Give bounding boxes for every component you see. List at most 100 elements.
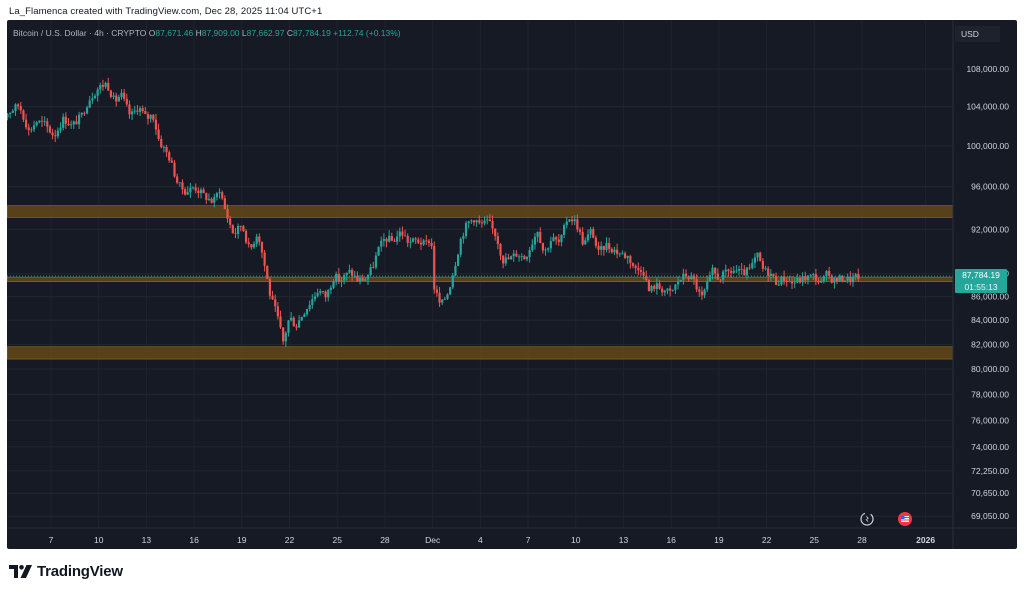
candle-body — [769, 273, 772, 276]
candle-body — [406, 236, 409, 243]
candle-body — [40, 120, 44, 122]
candle-body — [321, 291, 325, 292]
candle-body — [9, 112, 12, 114]
candle-body — [260, 241, 264, 253]
bar-countdown: 01:55:13 — [964, 282, 998, 292]
candle-body — [613, 249, 616, 253]
candle-body — [467, 221, 470, 224]
close-key: C — [286, 28, 293, 38]
candle-body — [403, 235, 407, 237]
candle-body — [817, 280, 820, 283]
candle-body — [199, 189, 203, 194]
candle-body — [687, 276, 690, 280]
candle-body — [565, 221, 568, 226]
candle-body — [809, 274, 812, 276]
candle-body — [136, 110, 139, 112]
candle-body — [7, 113, 9, 118]
candle-body — [775, 275, 778, 285]
candle-body — [88, 100, 91, 108]
candle-body — [719, 279, 722, 281]
candle-body — [602, 246, 605, 250]
candle-body — [639, 270, 643, 273]
time-tick-label: 16 — [666, 535, 676, 545]
candle-body — [732, 270, 735, 273]
candle-body — [284, 332, 287, 342]
candle-body — [703, 289, 706, 296]
price-tick-label: 104,000.00 — [966, 102, 1009, 112]
candle-body — [353, 275, 356, 277]
candle-body — [647, 279, 651, 292]
open-value: 87,671.46 — [155, 28, 194, 38]
candle-body — [364, 279, 367, 281]
candle-body — [184, 189, 187, 195]
candle-body — [804, 276, 807, 281]
candle-body — [576, 219, 579, 230]
price-tick-label: 80,000.00 — [971, 364, 1009, 374]
candle-body — [72, 121, 75, 125]
candle-body — [165, 146, 168, 153]
candle-body — [388, 236, 391, 242]
candle-body — [790, 281, 794, 284]
candle-body — [70, 124, 73, 126]
price-tick-label: 76,000.00 — [971, 415, 1009, 425]
candle-body — [838, 275, 841, 282]
time-tick-label: 25 — [333, 535, 343, 545]
candle-body — [197, 190, 200, 194]
candle-body — [149, 114, 152, 119]
candle-body — [812, 274, 815, 275]
candle-body — [14, 104, 17, 111]
candle-body — [258, 236, 261, 242]
candle-body — [451, 275, 454, 288]
candle-body — [563, 225, 566, 235]
price-chart[interactable]: 108,000.00 104,000.00 100,000.00 96,000.00 9… — [7, 20, 1017, 549]
candle-body — [782, 276, 786, 282]
candle-body — [671, 289, 674, 291]
candle-body — [292, 317, 295, 327]
chart-area[interactable]: 108,000.00 104,000.00 100,000.00 96,000.00 9… — [7, 20, 1017, 549]
candle-body — [202, 189, 205, 194]
candle-body — [393, 240, 396, 242]
candle-body — [358, 277, 362, 282]
candle-body — [337, 273, 340, 282]
candle-body — [637, 268, 640, 271]
candle-body — [117, 97, 120, 102]
candle-body — [650, 285, 653, 292]
candle-body — [396, 236, 399, 242]
candle-body — [345, 272, 348, 276]
candle-body — [507, 257, 510, 260]
candle-body — [191, 187, 195, 189]
price-tick-label: 72,250.00 — [971, 466, 1009, 476]
candle-body — [51, 132, 54, 136]
candle-body — [462, 235, 465, 239]
candle-body — [433, 246, 436, 290]
candle-body — [623, 253, 627, 258]
time-tick-label: 10 — [571, 535, 581, 545]
candle-body — [586, 234, 590, 241]
candle-body — [24, 119, 28, 128]
candle-body — [759, 252, 762, 261]
candle-body — [520, 256, 523, 257]
flag-icon[interactable] — [897, 511, 913, 527]
candle-body — [820, 280, 823, 283]
candle-body — [669, 288, 672, 291]
replay-icon[interactable] — [859, 511, 875, 527]
candle-body — [592, 229, 595, 238]
candle-body — [777, 284, 780, 286]
low-key: L — [241, 28, 247, 38]
price-tick-label: 100,000.00 — [966, 141, 1009, 151]
candle-body — [303, 314, 306, 317]
low-value: 87,662.97 — [246, 28, 285, 38]
candle-body — [210, 198, 213, 203]
open-key: O — [148, 28, 156, 38]
time-tick-label: Dec — [425, 535, 441, 545]
candle-body — [610, 248, 613, 253]
candle-body — [295, 326, 298, 328]
candle-body — [849, 276, 852, 283]
currency-selector[interactable]: USD — [955, 26, 1000, 42]
candle-body — [242, 226, 245, 231]
candle-body — [780, 276, 783, 285]
candle-body — [722, 271, 725, 280]
candle-body — [152, 114, 155, 120]
brand-name: TradingView — [37, 563, 123, 580]
time-tick-label: 7 — [526, 535, 531, 545]
